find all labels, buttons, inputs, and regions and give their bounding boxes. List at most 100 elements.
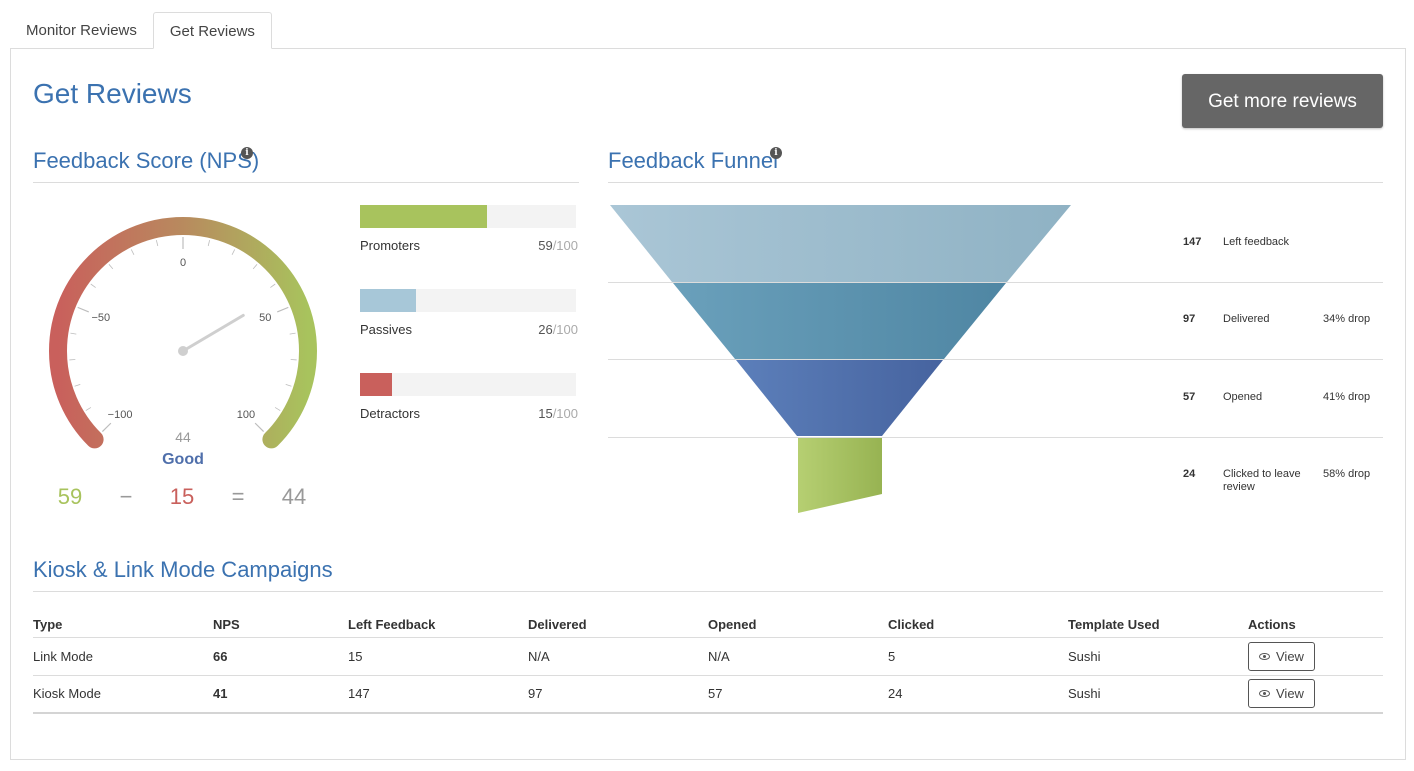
gauge-tick bbox=[274, 407, 281, 411]
promoters-value: 59 bbox=[538, 238, 553, 253]
table-header-row: Type NPS Left Feedback Delivered Opened … bbox=[33, 613, 1383, 638]
funnel-stage-left-feedback bbox=[610, 205, 1071, 282]
cell-actions: View bbox=[1248, 637, 1383, 676]
gauge-tick-label: 100 bbox=[237, 409, 255, 421]
nps-gauge: −100 −50 0 50 100 bbox=[49, 217, 317, 449]
detractors-denominator: /100 bbox=[552, 406, 578, 421]
cell-clicked: 24 bbox=[888, 675, 1068, 714]
passives-bar-track bbox=[360, 289, 576, 312]
funnel-label-delivered: Delivered bbox=[1223, 313, 1270, 325]
gauge-needle bbox=[181, 313, 245, 353]
table-row: Link Mode 66 15 N/A N/A 5 Sushi View bbox=[33, 637, 1383, 676]
funnel-drop-clicked: 58% drop bbox=[1323, 468, 1371, 480]
passives-value: 26 bbox=[538, 322, 553, 337]
page-title: Get Reviews bbox=[33, 78, 192, 109]
promoters-score: 59/100 bbox=[498, 238, 578, 253]
cell-template: Sushi bbox=[1068, 637, 1248, 676]
cell-left-feedback: 147 bbox=[348, 675, 528, 714]
view-button-label: View bbox=[1276, 648, 1304, 664]
view-button[interactable]: View bbox=[1248, 679, 1315, 709]
cell-actions: View bbox=[1248, 675, 1383, 714]
tab-monitor-reviews[interactable]: Monitor Reviews bbox=[26, 22, 137, 39]
cell-opened: 57 bbox=[708, 675, 888, 714]
funnel-count-opened: 57 bbox=[1183, 391, 1196, 403]
funnel-drop-delivered: 34% drop bbox=[1323, 313, 1371, 325]
gauge-rating: Good bbox=[162, 451, 204, 468]
detractors-bar-track bbox=[360, 373, 576, 396]
info-icon[interactable]: i bbox=[241, 147, 253, 159]
gauge-tick-label: 0 bbox=[180, 257, 186, 269]
gauge-tick bbox=[85, 407, 92, 411]
gauge-tick bbox=[254, 422, 265, 433]
gauge-tick bbox=[270, 283, 276, 288]
passives-score: 26/100 bbox=[498, 322, 578, 337]
campaigns-table: Type NPS Left Feedback Delivered Opened … bbox=[33, 613, 1383, 714]
promoters-bar-group: Promoters 59/100 bbox=[360, 205, 578, 253]
gauge-tick bbox=[231, 249, 236, 255]
gauge-tick-label: −50 bbox=[91, 312, 110, 324]
funnel-count-left-feedback: 147 bbox=[1183, 236, 1202, 248]
funnel-count-delivered: 97 bbox=[1183, 313, 1196, 325]
cell-nps: 41 bbox=[213, 675, 348, 714]
column-header-left-feedback[interactable]: Left Feedback bbox=[348, 613, 528, 638]
gauge-tick-labels: −100 −50 0 50 100 bbox=[91, 257, 271, 421]
feedback-funnel-chart bbox=[610, 205, 1071, 513]
funnel-label-clicked: Clicked to leave review bbox=[1223, 468, 1301, 493]
column-header-nps[interactable]: NPS bbox=[213, 613, 348, 638]
eye-icon bbox=[1259, 652, 1270, 660]
detractors-bar-fill bbox=[360, 373, 393, 396]
passives-bar-group: Passives 26/100 bbox=[360, 289, 578, 337]
gauge-tick bbox=[285, 383, 292, 387]
funnel-label-left-feedback: Left feedback bbox=[1223, 236, 1290, 248]
funnel-section-title: Feedback Funnel bbox=[608, 148, 778, 174]
funnel-title-text: Feedback Funnel bbox=[608, 148, 778, 173]
cell-delivered: N/A bbox=[528, 637, 708, 676]
gauge-arc bbox=[49, 217, 317, 449]
cell-type: Kiosk Mode bbox=[33, 675, 213, 714]
column-header-actions: Actions bbox=[1248, 613, 1383, 638]
passives-denominator: /100 bbox=[552, 322, 578, 337]
detractors-bar-group: Detractors 15/100 bbox=[360, 373, 578, 421]
gauge-tick bbox=[77, 306, 89, 313]
gauge-arc-path bbox=[49, 217, 317, 449]
cell-opened: N/A bbox=[708, 637, 888, 676]
gauge-hub bbox=[178, 346, 188, 356]
promoters-bar-track bbox=[360, 205, 576, 228]
promoters-bar-fill bbox=[360, 205, 488, 228]
cell-type: Link Mode bbox=[33, 637, 213, 676]
column-header-type[interactable]: Type bbox=[33, 613, 213, 638]
passives-bar-fill bbox=[360, 289, 417, 312]
cell-clicked: 5 bbox=[888, 637, 1068, 676]
column-header-template-used[interactable]: Template Used bbox=[1068, 613, 1248, 638]
column-header-delivered[interactable]: Delivered bbox=[528, 613, 708, 638]
gauge-tick bbox=[277, 306, 289, 313]
get-more-reviews-button[interactable]: Get more reviews bbox=[1182, 74, 1383, 128]
gauge-tick bbox=[70, 332, 77, 335]
gauge-tick-label: 50 bbox=[259, 312, 271, 324]
gauge-tick bbox=[101, 422, 112, 433]
campaigns-divider bbox=[33, 591, 1383, 592]
cell-template: Sushi bbox=[1068, 675, 1248, 714]
funnel-divider bbox=[608, 182, 1383, 183]
funnel-stage-clicked bbox=[798, 437, 882, 513]
promoters-label: Promoters bbox=[360, 238, 420, 253]
nps-section-title: Feedback Score (NPS) bbox=[33, 148, 259, 174]
info-icon[interactable]: i bbox=[770, 147, 782, 159]
campaigns-section-title: Kiosk & Link Mode Campaigns bbox=[33, 557, 333, 582]
column-header-opened[interactable]: Opened bbox=[708, 613, 888, 638]
detractors-value: 15 bbox=[538, 406, 553, 421]
gauge-value: 44 bbox=[175, 429, 191, 445]
detractors-score: 15/100 bbox=[498, 406, 578, 421]
passives-label: Passives bbox=[360, 322, 413, 337]
cell-nps: 66 bbox=[213, 637, 348, 676]
formula-result: 44 bbox=[281, 484, 307, 509]
gauge-tick bbox=[289, 332, 296, 335]
column-header-clicked[interactable]: Clicked bbox=[888, 613, 1068, 638]
tab-bar: Monitor Reviews Get Reviews bbox=[10, 12, 272, 49]
cell-delivered: 97 bbox=[528, 675, 708, 714]
gauge-tick bbox=[74, 383, 81, 387]
tab-get-reviews[interactable]: Get Reviews bbox=[152, 12, 272, 49]
gauge-tick bbox=[90, 283, 96, 288]
view-button[interactable]: View bbox=[1248, 641, 1315, 671]
gauge-tick bbox=[108, 264, 114, 270]
